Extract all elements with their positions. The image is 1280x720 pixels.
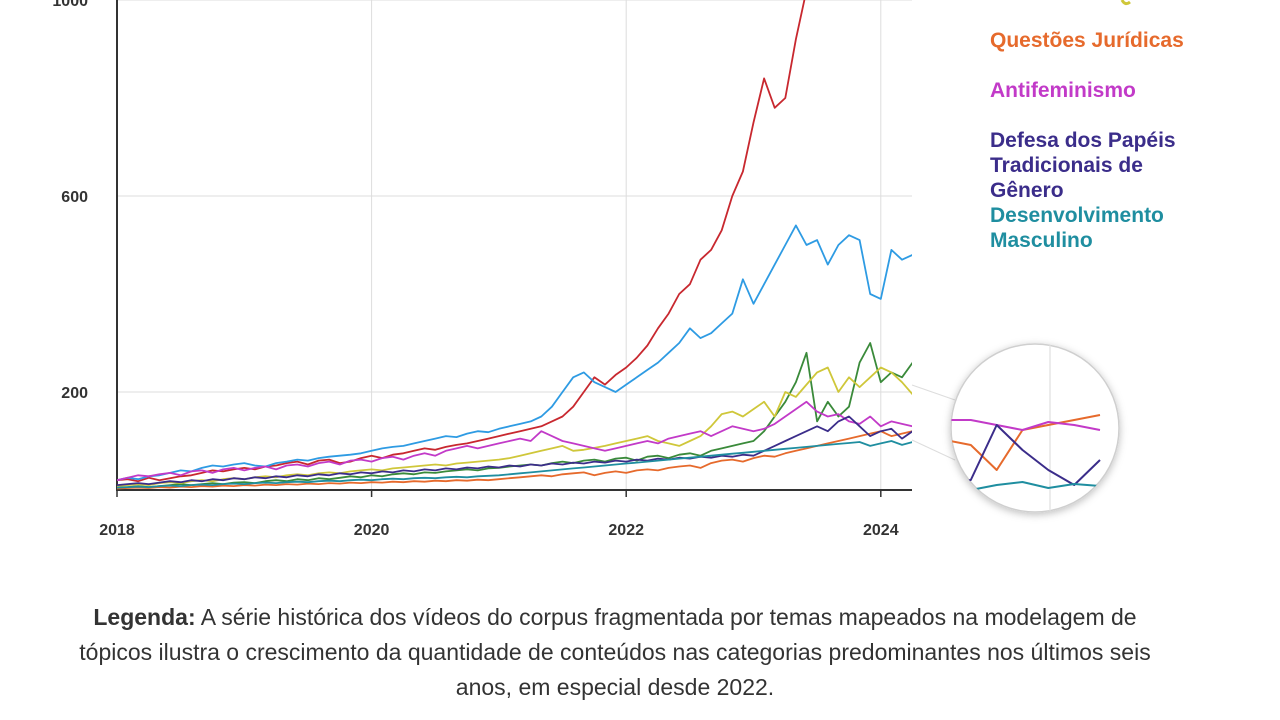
legend-entry-line: Desenvolvimento [990, 204, 1164, 227]
legend-entry-4: Desenvolvimento Masculino [990, 204, 1164, 252]
zoom-inset [911, 280, 1120, 513]
legend-entry-line: Antifeminismo [990, 79, 1136, 102]
tick-labels: 200 600 1000 2018 2020 2022 2024 [52, 0, 898, 539]
legend-entry-1: Questões Jurídicas [990, 29, 1184, 52]
x-tick-label-2024: 2024 [863, 522, 899, 539]
legend-entry-line: Questões Jurídicas [990, 29, 1184, 52]
x-tick-label-2022: 2022 [608, 522, 644, 539]
x-tick-label-2020: 2020 [354, 522, 390, 539]
legend-entry-line: Masculino [990, 229, 1093, 252]
legend-entry-line: Tradicionais de [990, 154, 1143, 177]
caption-label: Legenda: [93, 604, 196, 630]
gridlines [116, 0, 912, 490]
series-line-7 [117, 415, 912, 486]
legend-entry-line: Defesa dos Papéis [990, 129, 1176, 152]
series-line-1 [117, 0, 806, 483]
y-tick-label-1000: 1000 [52, 0, 88, 10]
caption-text: A série histórica dos vídeos do corpus f… [79, 604, 1151, 700]
axes [116, 0, 912, 497]
legend-entry-2: Antifeminismo [990, 79, 1136, 102]
series-line-8 [117, 440, 912, 489]
inset-series-line-5 [1005, 280, 1045, 300]
series-lines [117, 0, 912, 490]
line-chart: 200 600 1000 2018 2020 2022 2024 Questões Jurí… [52, 0, 1184, 539]
inset-series-line-2 [951, 419, 1101, 431]
series-line-6 [117, 400, 912, 482]
y-tick-label-600: 600 [61, 189, 88, 206]
legend: Questões Jurídicas Antifeminismo Defesa do… [990, 0, 1184, 252]
series-line-2 [117, 224, 912, 482]
legend-entry-3: Defesa dos Papéis Tradicionais de Gênero [990, 129, 1176, 202]
inset-connector-top [911, 384, 956, 401]
y-tick-label-200: 200 [61, 385, 88, 402]
inset-connector-bottom [911, 439, 956, 461]
x-tick-label-2018: 2018 [99, 522, 135, 539]
legend-clipped-mark [1120, 0, 1131, 6]
figure-caption: Legenda: A série histórica dos vídeos do… [60, 600, 1170, 705]
legend-entry-line: Gênero [990, 179, 1064, 202]
